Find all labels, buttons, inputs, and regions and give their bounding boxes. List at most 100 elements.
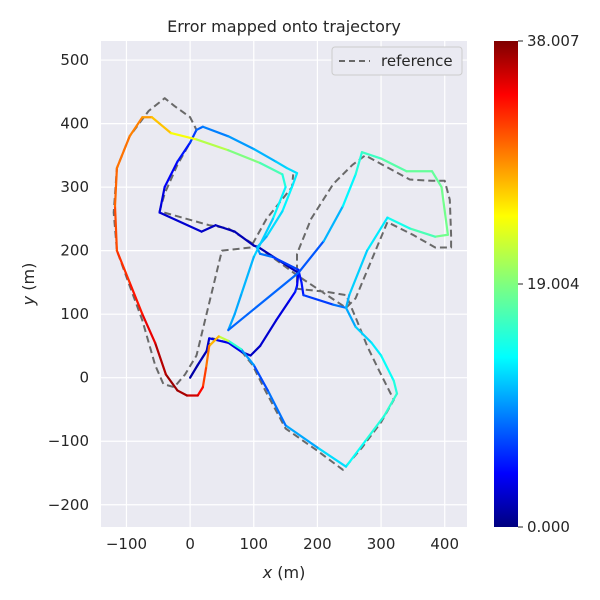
trajectory-error-segment [274, 300, 290, 322]
y-tick-label: 100 [60, 305, 89, 323]
x-axis-label: x (m) [262, 563, 306, 582]
trajectory-error-segment [128, 116, 144, 138]
trajectory-error-segment [316, 446, 348, 468]
trajectory-error-segment [259, 319, 278, 348]
y-tick-label: −200 [48, 496, 89, 514]
trajectory-error-segment [200, 224, 217, 233]
trajectory-error-segment [227, 339, 243, 351]
trajectory-error-segment [332, 303, 348, 309]
trajectory-error-segment [281, 186, 294, 213]
trajectory-error-segment [141, 313, 157, 344]
trajectory-error-segment [360, 151, 383, 160]
chart-title: Error mapped onto trajectory [167, 17, 401, 36]
trajectory-error-segment [208, 337, 230, 344]
x-ticks: −100 0 100 200 300 400 [106, 535, 459, 553]
trajectory-error-segment [322, 205, 344, 243]
trajectory-error-segment [158, 186, 166, 214]
trajectory-error-segment [154, 341, 168, 376]
trajectory-error-segment [249, 344, 262, 357]
trajectory-error-segment [386, 216, 411, 230]
trajectory-error-segment [227, 271, 300, 332]
trajectory-error-segment [113, 166, 119, 208]
x-tick-label: 300 [367, 535, 396, 553]
trajectory-error-segment [214, 224, 236, 233]
y-tick-label: −100 [48, 432, 89, 450]
trajectory-error-segment [281, 173, 287, 189]
trajectory-error-segment [354, 325, 373, 344]
colorbar-tick-label: 38.007 [527, 32, 580, 50]
trajectory-error-segment [169, 132, 198, 141]
trajectory-error-segment [227, 313, 236, 332]
trajectory-error-segment [252, 217, 274, 259]
trajectory-error-segment [201, 367, 208, 389]
trajectory-error-segment [271, 255, 300, 271]
trajectory-error-segment [227, 341, 244, 354]
trajectory-error-segment [259, 161, 284, 176]
trajectory-error-segment [204, 344, 211, 370]
trajectory-error-segment [365, 216, 389, 252]
trajectory-error-segment [295, 271, 300, 287]
trajectory-error-segment [150, 116, 173, 135]
trajectory-error-segment [259, 252, 274, 259]
y-tick-label: 200 [60, 242, 89, 260]
trajectory-error-segment [128, 281, 144, 316]
trajectory-error-segment [285, 166, 299, 175]
trajectory-error-segment [379, 157, 408, 173]
y-tick-label: 400 [60, 115, 89, 133]
colorbar: 0.000 19.004 38.007 [494, 32, 580, 536]
trajectory-error-segment [217, 335, 230, 342]
trajectory-error-segment [266, 389, 287, 427]
trajectory-error-segment [265, 210, 284, 238]
colorbar-tick-label: 19.004 [527, 275, 580, 293]
x-tick-label: 0 [185, 535, 195, 553]
trajectory-error-segment [158, 211, 203, 233]
trajectory-error-segment [344, 294, 351, 309]
trajectory-error-segment [252, 363, 269, 392]
x-tick-label: 400 [430, 535, 459, 553]
trajectory-error-segment [344, 306, 357, 328]
trajectory-error-segment [163, 160, 179, 189]
trajectory-error-segment [176, 141, 192, 163]
trajectory-error-segment [344, 440, 367, 468]
trajectory-error-segment [205, 337, 211, 353]
y-ticks: −200 −100 0 100 200 300 400 500 [48, 51, 89, 514]
trajectory-error-segment [233, 294, 243, 316]
x-tick-label: −100 [106, 535, 147, 553]
trajectory-error-segment [196, 386, 204, 397]
trajectory-error-segment [201, 125, 230, 138]
series-layer [112, 97, 453, 471]
trajectory-error-segment [392, 379, 399, 395]
trajectory-error-segment [294, 284, 299, 294]
legend: reference [331, 46, 463, 76]
trajectory-error-segment [383, 392, 399, 417]
colorbar-gradient [494, 41, 518, 527]
y-tick-label: 300 [60, 178, 89, 196]
trajectory-error-segment [189, 363, 199, 379]
trajectory-error-segment [164, 373, 179, 392]
trajectory-error-segment [208, 335, 220, 348]
trajectory-error-segment [364, 414, 386, 443]
trajectory-error-segment [239, 348, 255, 367]
colorbar-tick-label: 0.000 [527, 518, 570, 536]
trajectory-error-segment [233, 230, 255, 247]
trajectory-error-segment [284, 424, 319, 449]
trajectory-error-segment [195, 125, 204, 132]
trajectory-error-segment [113, 205, 119, 252]
y-tick-label: 500 [60, 51, 89, 69]
legend-box [331, 46, 463, 76]
trajectory-error-segment [227, 149, 262, 165]
x-tick-label: 200 [303, 535, 332, 553]
trajectory-error-segment [196, 349, 208, 367]
trajectory-error-segment [290, 172, 299, 189]
trajectory-error-segment [370, 341, 383, 357]
trajectory-error-segment [430, 170, 443, 189]
trajectory-error-segment [302, 294, 335, 306]
trajectory-error-segment [440, 186, 450, 236]
colorbar-ticks: 0.000 19.004 38.007 [518, 32, 580, 536]
legend-reference-label: reference [381, 52, 453, 70]
trajectory-error-segment [227, 135, 255, 151]
trajectory-error-segment [176, 389, 189, 397]
trajectory-error-segment [354, 151, 364, 176]
trajectory-error-segment [297, 240, 325, 274]
